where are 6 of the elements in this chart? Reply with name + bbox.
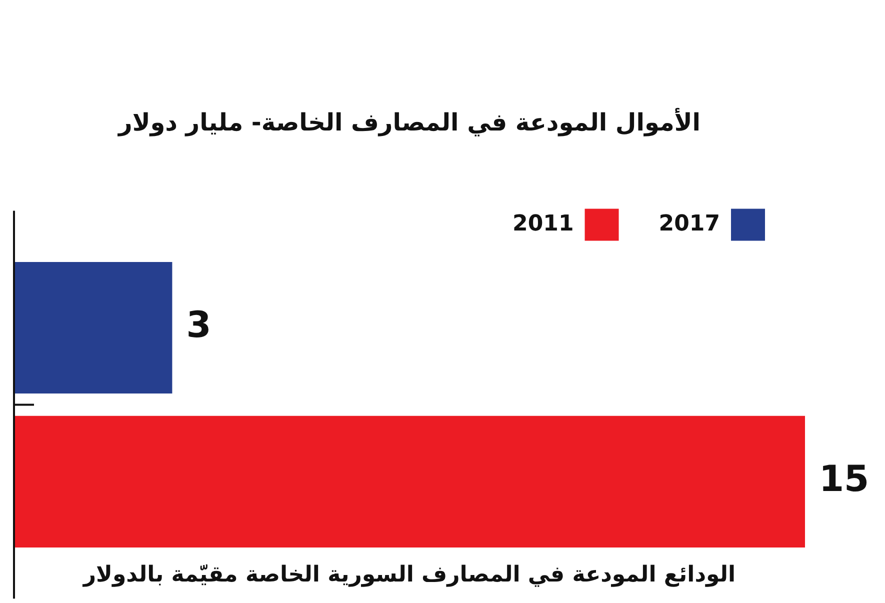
chart-title: الأموال المودعة في المصارف الخاصة- مليار دولار <box>118 108 700 137</box>
legend-label: 2017 <box>658 212 720 237</box>
legend-label: 2011 <box>512 212 574 237</box>
data-label: 15 <box>819 459 870 500</box>
x-axis-title: الودائع المودعة في المصارف السورية الخاصة مقيّمة بالدولار <box>82 562 736 588</box>
data-label: 3 <box>186 305 212 346</box>
